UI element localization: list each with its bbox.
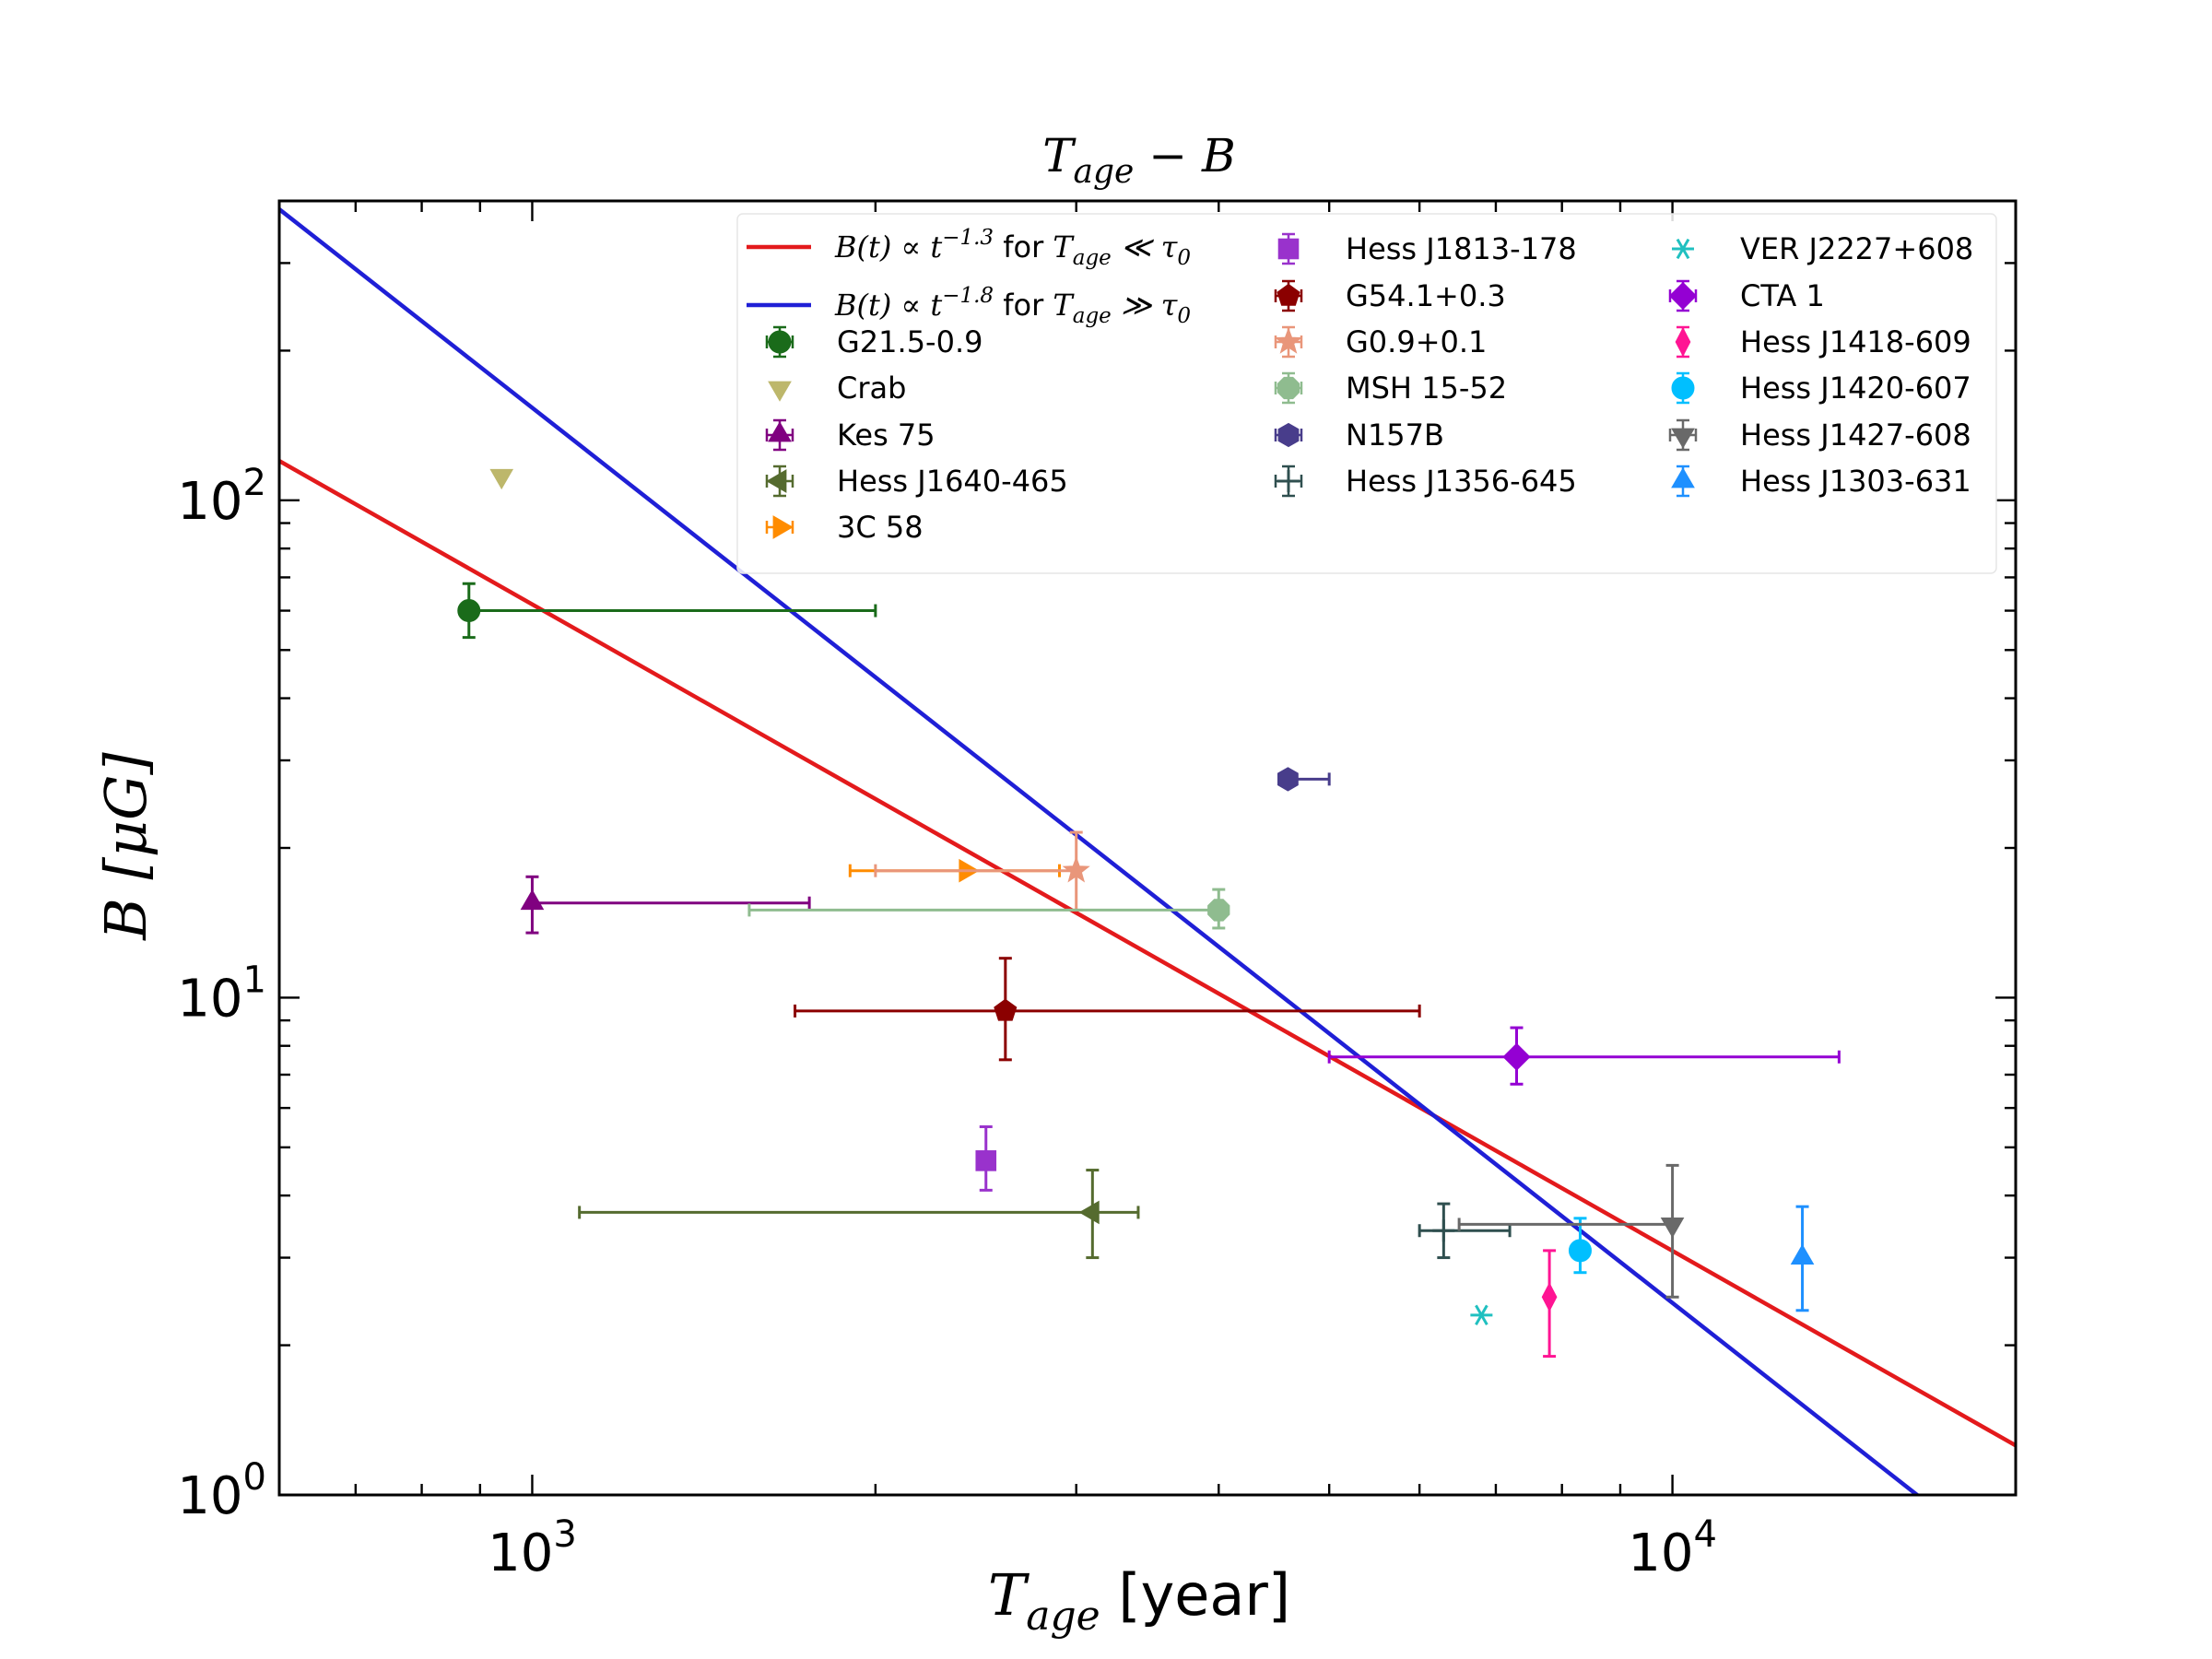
y-axis-label: B [μG]: [92, 751, 159, 940]
legend-label: Hess J1640-465: [837, 464, 1068, 499]
svg-text:B(t) ∝ t−1.8 for Tage ≫ τ0: B(t) ∝ t−1.8 for Tage ≫ τ0: [834, 284, 1191, 328]
y-tick-label: 100: [177, 1456, 266, 1526]
legend-entry-n157b: N157B: [1274, 418, 1444, 453]
legend-label: N157B: [1346, 418, 1444, 453]
y-tick-label: 102: [177, 462, 266, 532]
x-axis-label: Tage [year]: [988, 1561, 1290, 1640]
svg-text:B [μG]: B [μG]: [92, 751, 159, 940]
legend-entry-fit-line-1-8: B(t) ∝ t−1.8 for Tage ≫ τ0: [747, 284, 1191, 328]
legend-entry-g54-1-0-3: G54.1+0.3: [1274, 278, 1506, 313]
legend-entry-fit-line-1-3: B(t) ∝ t−1.3 for Tage ≪ τ0: [747, 226, 1191, 270]
data-point-n157b: [1277, 767, 1331, 792]
legend-entry-hess-j1418-609: Hess J1418-609: [1675, 324, 1971, 359]
data-point-g0-9-0-1: [874, 830, 1090, 912]
chart-title: Tage − B: [1042, 129, 1236, 191]
legend-label: Hess J1356-645: [1346, 464, 1577, 499]
legend-entry-hess-j1640-465: Hess J1640-465: [765, 464, 1068, 499]
data-point-cta-1: [1327, 1026, 1841, 1086]
x-tick-label: 103: [488, 1513, 577, 1583]
legend-entry-hess-j1303-631: Hess J1303-631: [1671, 464, 1971, 499]
legend-label: Crab: [837, 371, 906, 406]
legend-label: VER J2227+608: [1740, 231, 1973, 266]
legend-label: Kes 75: [837, 418, 935, 453]
data-point-kes-75: [520, 875, 811, 935]
data-point-hess-j1427-608: [1457, 1163, 1685, 1299]
plot-frame: [277, 199, 2018, 1497]
legend-entry-g0-9-0-1: G0.9+0.1: [1274, 324, 1487, 359]
legend-label: G54.1+0.3: [1346, 278, 1506, 313]
legend-entry-cta-1: CTA 1: [1668, 278, 1825, 313]
x-tick-label: 104: [1628, 1513, 1717, 1583]
legend-entry-3c-58: 3C 58: [765, 510, 924, 545]
data-point-g21-5-0-9: [457, 582, 877, 640]
data-point-hess-j1303-631: [1790, 1205, 1815, 1312]
legend-label: Hess J1418-609: [1740, 324, 1971, 359]
legend-entry-crab: Crab: [768, 371, 906, 406]
legend-label: Hess J1303-631: [1740, 464, 1971, 499]
legend-entry-ver-j2227-608: VER J2227+608: [1672, 231, 1973, 266]
legend-entry-kes-75: Kes 75: [765, 418, 935, 453]
data-point-hess-j1640-465: [578, 1169, 1140, 1260]
legend-label: Hess J1813-178: [1346, 231, 1577, 266]
legend-entry-hess-j1420-607: Hess J1420-607: [1671, 371, 1971, 406]
legend-entry-hess-j1427-608: Hess J1427-608: [1668, 418, 1971, 453]
legend-entry-hess-j1813-178: Hess J1813-178: [1277, 231, 1577, 266]
legend-label: Hess J1420-607: [1740, 371, 1971, 406]
svg-text:B(t) ∝ t−1.3 for Tage ≪ τ0: B(t) ∝ t−1.3 for Tage ≪ τ0: [834, 226, 1191, 270]
data-point-hess-j1418-609: [1541, 1249, 1558, 1359]
data-point-hess-j1356-645: [1418, 1202, 1512, 1260]
svg-text:Tage [year]: Tage [year]: [988, 1561, 1290, 1640]
legend-label: 3C 58: [837, 510, 924, 545]
legend: B(t) ∝ t−1.3 for Tage ≪ τ0 B(t) ∝ t−1.8 f…: [736, 213, 1997, 574]
svg-text:Tage − B: Tage − B: [1042, 129, 1236, 191]
legend-label: G0.9+0.1: [1346, 324, 1487, 359]
data-point-msh-15-52: [747, 888, 1230, 930]
legend-entry-g21-5-0-9: G21.5-0.9: [765, 324, 982, 359]
axis-ticks: 103 104 100 101 102: [177, 199, 2018, 1583]
data-point-ver-j2227-608: [1470, 1304, 1493, 1325]
y-tick-label: 101: [177, 959, 266, 1029]
data-point-hess-j1420-607: [1568, 1217, 1592, 1275]
data-point-g54-1-0-3: [794, 957, 1421, 1062]
fit-line-1-3: [279, 459, 2016, 1448]
legend-label: Hess J1427-608: [1740, 418, 1971, 453]
legend-entry-hess-j1356-645: Hess J1356-645: [1274, 464, 1577, 499]
data-point-hess-j1813-178: [975, 1125, 997, 1192]
legend-label: MSH 15-52: [1346, 371, 1507, 406]
data-point-crab: [489, 468, 514, 490]
legend-label: G21.5-0.9: [837, 324, 982, 359]
fit-lines: [279, 207, 2016, 1495]
legend-entry-msh-15-52: MSH 15-52: [1274, 371, 1507, 406]
data-points: [457, 468, 1841, 1359]
fit-line-1-8: [279, 207, 1921, 1495]
legend-label: CTA 1: [1740, 278, 1825, 313]
